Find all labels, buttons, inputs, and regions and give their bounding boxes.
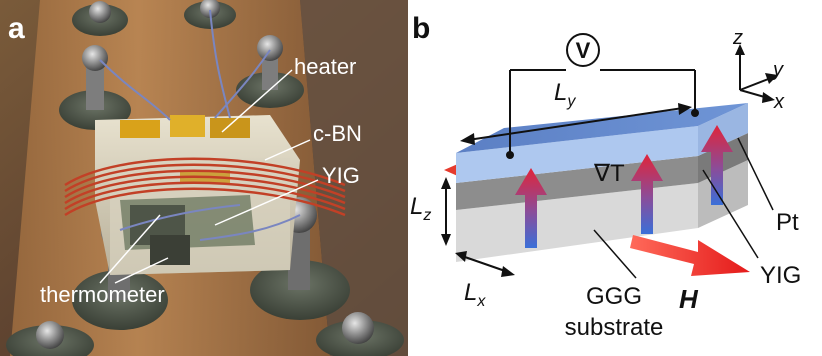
callout-lines (593, 137, 774, 279)
label-pt: Pt (776, 209, 799, 236)
photo-illustration: a heater c-BN YIG thermometer (0, 0, 408, 356)
voltmeter-circuit (509, 69, 696, 155)
panel-b-schematic: b V (408, 0, 822, 356)
ly-label: Ly (554, 79, 576, 110)
annotation-lines (99, 69, 319, 284)
voltmeter-symbol (566, 33, 600, 67)
axis-z-label: z (732, 27, 743, 49)
label-ggg: GGG (586, 283, 642, 310)
ly-arrow (460, 103, 692, 145)
ggg-front (456, 183, 698, 262)
gradient-arrows (515, 125, 733, 248)
contact-left (506, 151, 514, 159)
blue-wires (99, 9, 301, 241)
coordinate-axes (735, 44, 778, 103)
red-wire-coil (64, 157, 346, 217)
axis-x-label: x (773, 91, 785, 113)
label-cbn: c-BN (313, 121, 362, 146)
grad-arrow-3 (701, 125, 733, 205)
grad-arrow-2 (631, 154, 663, 234)
contact-right (691, 109, 699, 117)
h-label: H (679, 284, 699, 314)
yig-front (456, 156, 698, 210)
label-substrate: substrate (565, 314, 664, 341)
sample-stack (95, 115, 300, 275)
label-thermometer: thermometer (40, 282, 165, 307)
lz-arrow (441, 177, 451, 246)
grad-arrow-1 (515, 168, 547, 248)
label-heater: heater (294, 54, 356, 79)
axis-y-label: y (771, 59, 784, 81)
label-yig-diagram: YIG (760, 262, 801, 289)
pt-front (456, 126, 698, 183)
schematic-diagram: b V (410, 12, 801, 341)
lz-label: Lz (410, 193, 431, 224)
panel-b-letter: b (412, 12, 430, 45)
lx-label: Lx (464, 279, 486, 310)
gradient-label: ∇T (593, 160, 625, 187)
panel-a-photo: a heater c-BN YIG thermometer (0, 0, 408, 356)
label-yig: YIG (322, 163, 360, 188)
pt-top (456, 103, 748, 153)
h-field-arrow (630, 235, 750, 276)
panel-a-letter: a (8, 12, 25, 45)
voltmeter-label: V (576, 38, 591, 63)
lx-arrow (455, 251, 515, 277)
